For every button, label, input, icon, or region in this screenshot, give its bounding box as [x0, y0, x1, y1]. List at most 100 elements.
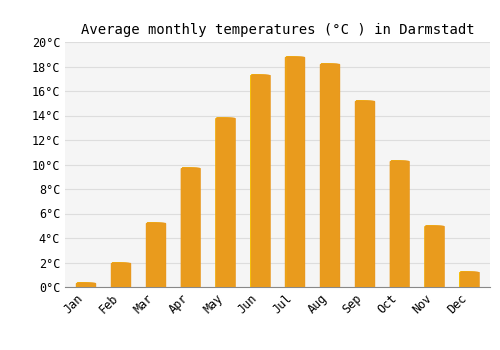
Bar — [112, 262, 118, 287]
Bar — [182, 168, 192, 287]
Bar — [112, 262, 114, 287]
Bar — [147, 223, 158, 287]
Bar — [355, 101, 374, 287]
Bar — [426, 226, 440, 287]
Bar — [356, 101, 364, 287]
Bar — [426, 226, 428, 287]
Bar — [460, 272, 474, 287]
Bar — [216, 118, 226, 287]
Bar — [286, 57, 298, 287]
Bar — [78, 284, 93, 287]
Bar — [112, 262, 115, 287]
Bar — [426, 226, 434, 287]
Bar — [216, 118, 225, 287]
Bar — [460, 272, 464, 287]
Bar — [182, 168, 186, 287]
Bar — [147, 223, 156, 287]
Bar — [216, 118, 228, 287]
Bar — [78, 284, 92, 287]
Bar — [426, 226, 430, 287]
Bar — [286, 57, 302, 287]
Bar — [390, 161, 397, 287]
Bar — [78, 284, 86, 287]
Bar — [390, 161, 392, 287]
Bar — [426, 226, 432, 287]
Bar — [286, 57, 295, 287]
Bar — [146, 223, 165, 287]
Bar — [321, 64, 332, 287]
Bar — [356, 101, 370, 287]
Bar — [147, 223, 156, 287]
Bar — [460, 272, 462, 287]
Bar — [286, 57, 299, 287]
Bar — [356, 101, 358, 287]
Bar — [321, 64, 326, 287]
Bar — [216, 118, 218, 287]
Bar — [217, 118, 234, 287]
Bar — [390, 161, 398, 287]
Bar — [182, 168, 192, 287]
Bar — [460, 272, 478, 287]
Bar — [78, 284, 86, 287]
Bar — [182, 168, 187, 287]
Bar — [252, 75, 268, 287]
Bar — [356, 101, 357, 287]
Bar — [251, 75, 253, 287]
Bar — [182, 168, 188, 287]
Bar — [322, 64, 337, 287]
Bar — [182, 168, 186, 287]
Bar — [112, 262, 120, 287]
Bar — [391, 161, 402, 287]
Bar — [460, 272, 475, 287]
Bar — [77, 284, 80, 287]
Bar — [356, 101, 362, 287]
Bar — [426, 226, 436, 287]
Bar — [147, 223, 150, 287]
Bar — [252, 75, 267, 287]
Bar — [146, 223, 148, 287]
Bar — [112, 262, 126, 287]
Bar — [112, 262, 124, 287]
Bar — [147, 223, 164, 287]
Bar — [182, 168, 194, 287]
Bar — [321, 64, 324, 287]
Bar — [460, 272, 464, 287]
Bar — [460, 272, 471, 287]
Bar — [78, 284, 86, 287]
Bar — [146, 223, 149, 287]
Bar — [147, 223, 160, 287]
Bar — [356, 101, 372, 287]
Bar — [321, 64, 327, 287]
Bar — [112, 262, 120, 287]
Bar — [182, 168, 198, 287]
Bar — [77, 284, 84, 287]
Bar — [147, 223, 163, 287]
Bar — [112, 262, 122, 287]
Bar — [460, 272, 471, 287]
Bar — [147, 223, 162, 287]
Bar — [252, 75, 264, 287]
Bar — [182, 168, 184, 287]
Bar — [77, 284, 82, 287]
Bar — [391, 161, 407, 287]
Bar — [112, 262, 116, 287]
Bar — [286, 57, 300, 287]
Bar — [252, 75, 268, 287]
Bar — [78, 284, 94, 287]
Bar — [356, 101, 367, 287]
Bar — [252, 75, 265, 287]
Bar — [77, 284, 78, 287]
Bar — [76, 284, 77, 287]
Bar — [286, 57, 288, 287]
Bar — [181, 168, 182, 287]
Bar — [356, 101, 358, 287]
Bar — [286, 57, 289, 287]
Bar — [320, 64, 321, 287]
Bar — [78, 284, 94, 287]
Bar — [286, 57, 293, 287]
Bar — [286, 57, 296, 287]
Bar — [78, 284, 88, 287]
Bar — [182, 168, 186, 287]
Bar — [356, 101, 364, 287]
Bar — [252, 75, 262, 287]
